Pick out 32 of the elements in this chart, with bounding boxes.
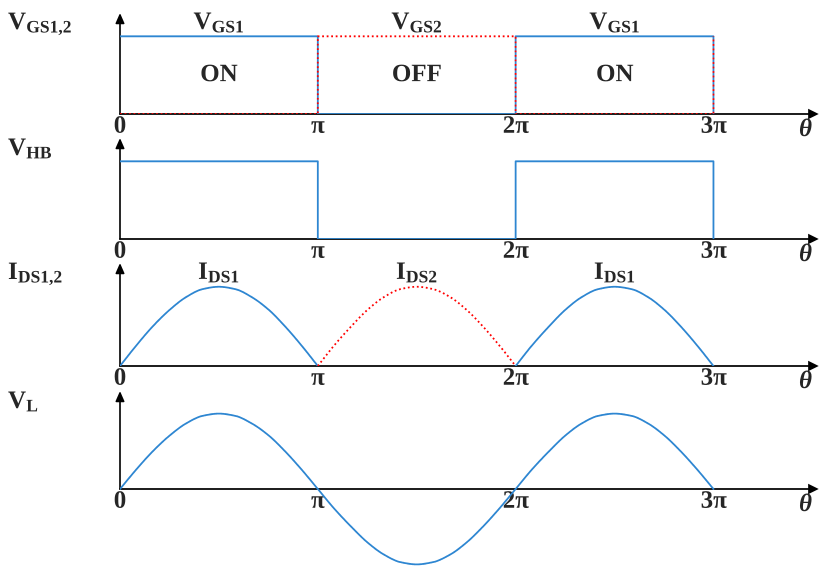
x-tick-label: 3π: [702, 116, 727, 133]
y-axis-title: I$_{DS1,2}$: [8, 262, 62, 286]
x-tick-label: π: [311, 121, 325, 133]
y-axis-title: V$_{HB}$: [8, 138, 52, 158]
x-tick-label: 2π: [504, 368, 529, 385]
annotation: ON: [201, 64, 238, 82]
x-tick-label: 0: [114, 241, 126, 258]
x-tick-label: 0: [114, 368, 126, 385]
x-tick-label: 0: [114, 491, 126, 508]
x-tick-label: π: [311, 246, 325, 258]
y-axis-title: V$_{L}$: [8, 392, 38, 412]
annotation: ON: [597, 64, 634, 82]
text: I$_{DS2}$: [396, 262, 436, 282]
x-tick-label: π: [311, 496, 325, 508]
annotation: OFF: [393, 64, 441, 82]
y-axis-title: V$_{GS1,2}$: [8, 12, 71, 36]
x-tick-label: 2π: [504, 241, 529, 258]
x-axis-title: θ: [800, 118, 812, 136]
text: V$_{GS1}$: [194, 12, 243, 32]
text: V$_{GS1}$: [590, 12, 639, 32]
x-tick-label: 0: [114, 116, 126, 133]
x-tick-label: 3π: [702, 241, 727, 258]
x-axis-title: θ: [800, 370, 812, 388]
text: V$_{GS2}$: [392, 12, 441, 32]
x-tick-label: 2π: [504, 116, 529, 133]
text: I$_{DS1}$: [594, 262, 634, 282]
x-tick-label: π: [311, 373, 325, 385]
x-axis-title: θ: [800, 244, 812, 262]
x-axis-title: θ: [800, 494, 812, 512]
text: I$_{DS1}$: [198, 262, 238, 282]
x-tick-label: 3π: [702, 491, 727, 508]
x-tick-label: 3π: [702, 368, 727, 385]
